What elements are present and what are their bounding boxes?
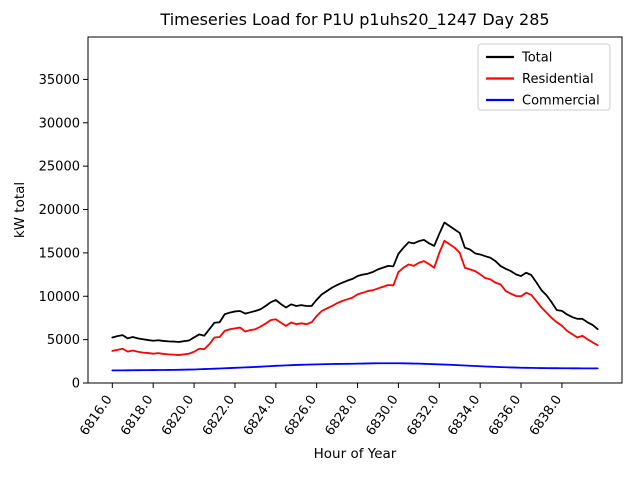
y-tick-label: 20000: [39, 203, 80, 218]
legend-box: [477, 43, 611, 111]
x-tick-label: 6828.0: [322, 393, 360, 439]
y-tick-label: 15000: [39, 246, 80, 261]
y-tick-label: 5000: [47, 333, 80, 348]
legend-label-residential: Residential: [522, 72, 594, 87]
legend-label-total: Total: [521, 51, 552, 66]
y-tick-label: 30000: [39, 116, 80, 131]
x-tick-label: 6826.0: [282, 393, 320, 439]
x-tick-label: 6816.0: [77, 393, 115, 439]
x-tick-label: 6838.0: [527, 393, 565, 439]
x-tick-label: 6820.0: [159, 393, 197, 439]
x-tick-label: 6832.0: [404, 393, 442, 439]
legend: Total Residential Commercial: [477, 43, 611, 111]
y-axis-label: kW total: [12, 182, 28, 238]
series-lines: [111, 221, 599, 372]
x-tick-label: 6836.0: [486, 393, 524, 439]
x-tick-label: 6822.0: [200, 393, 238, 439]
x-tick-label: 6824.0: [241, 393, 279, 439]
x-axis-label: Hour of Year: [314, 446, 397, 462]
series-line-commercial: [111, 362, 599, 372]
y-tick-label: 10000: [39, 290, 80, 305]
series-line-total: [111, 221, 599, 343]
x-tick-label: 6834.0: [445, 393, 483, 439]
y-tick-label: 25000: [39, 160, 80, 175]
x-tick-label: 6830.0: [363, 393, 401, 439]
legend-label-commercial: Commercial: [522, 94, 600, 109]
x-tick-label: 6818.0: [118, 393, 156, 439]
chart-title: Timeseries Load for P1U p1uhs20_1247 Day…: [159, 10, 549, 30]
y-tick-label: 0: [72, 377, 80, 392]
series-line-residential: [111, 239, 599, 356]
y-tick-label: 35000: [39, 73, 80, 88]
